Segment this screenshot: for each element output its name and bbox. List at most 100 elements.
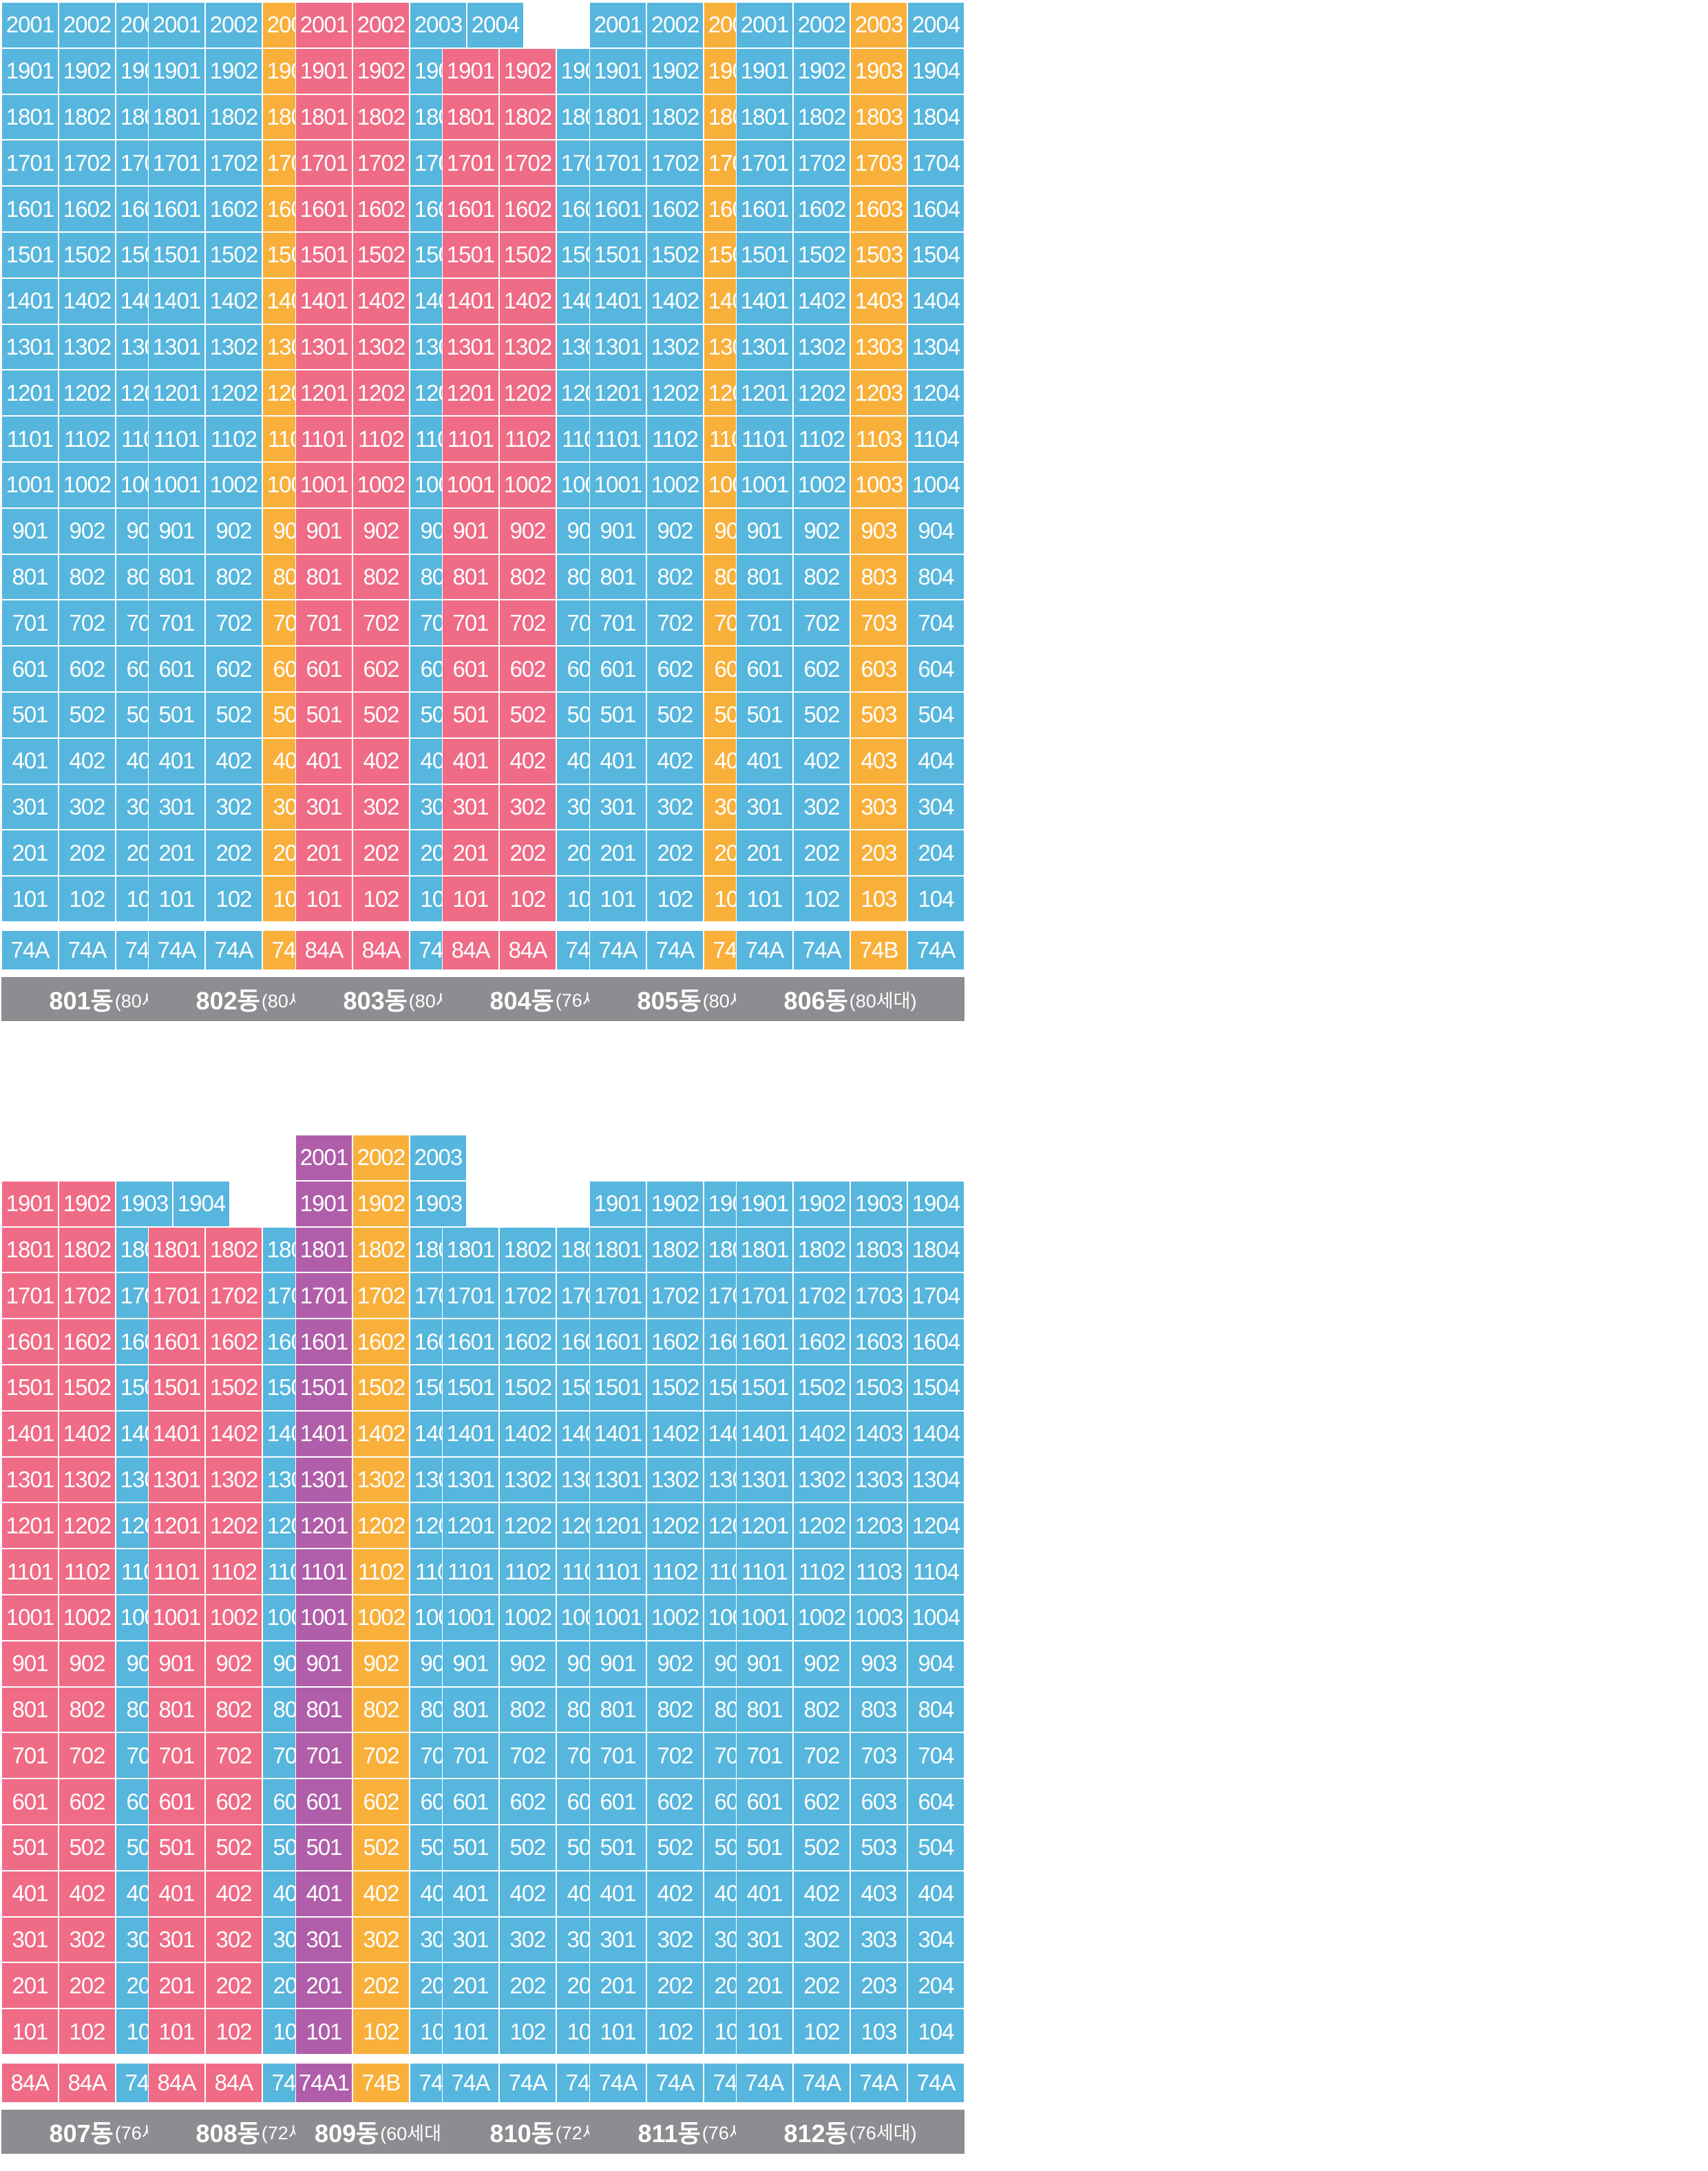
unit-cell: 701 xyxy=(589,600,646,647)
unit-type-label: 74A xyxy=(646,2062,704,2103)
unit-cell: 802 xyxy=(793,1686,850,1733)
unit-cell: 1202 xyxy=(205,370,262,417)
unit-cell: 1901 xyxy=(295,1180,352,1227)
unit-cell: 903 xyxy=(850,507,907,554)
unit-cell: 1601 xyxy=(148,1319,205,1365)
unit-cell: 601 xyxy=(1,646,59,692)
unit-cell: 1902 xyxy=(59,48,116,94)
unit-cell: 104 xyxy=(907,2009,964,2055)
building-name: 811동 xyxy=(637,2119,701,2148)
unit-cell: 1502 xyxy=(205,232,262,278)
unit-cell: 1901 xyxy=(1,48,59,94)
unit-cell: 1601 xyxy=(148,186,205,232)
unit-cell: 203 xyxy=(850,830,907,877)
unit-cell: 701 xyxy=(1,1732,59,1779)
unit-cell: 2002 xyxy=(793,2,850,48)
unit-cell: 1303 xyxy=(850,324,907,370)
unit-cell: 1701 xyxy=(1,140,59,187)
unit-cell: 1302 xyxy=(205,1456,262,1503)
unit-cell: 1101 xyxy=(295,416,352,462)
unit-cell: 404 xyxy=(907,737,964,784)
unit-cell: 202 xyxy=(205,1962,262,2009)
unit-cell: 1102 xyxy=(646,416,704,462)
unit-cell: 1602 xyxy=(499,1319,556,1365)
unit-cell: 1102 xyxy=(352,416,410,462)
unit-cell: 502 xyxy=(205,1824,262,1871)
building-label: 809동 (60세대) xyxy=(295,2110,467,2154)
unit-cell: 101 xyxy=(736,876,793,922)
unit-cell: 1802 xyxy=(793,94,850,140)
unit-cell: 1202 xyxy=(499,370,556,417)
unit-cell: 304 xyxy=(907,1916,964,1963)
unit-cell: 701 xyxy=(295,1732,352,1779)
unit-cell: 1301 xyxy=(295,324,352,370)
unit-cell: 1403 xyxy=(850,277,907,324)
unit-cell: 1101 xyxy=(1,1549,59,1595)
unit-cell: 1301 xyxy=(295,1456,352,1503)
unit-cell: 1804 xyxy=(907,1226,964,1273)
unit-cell: 1904 xyxy=(907,48,964,94)
building-name: 802동 xyxy=(196,987,260,1015)
unit-cell: 902 xyxy=(352,507,410,554)
unit-cell: 302 xyxy=(499,784,556,830)
unit-cell: 103 xyxy=(850,876,907,922)
unit-cell: 201 xyxy=(589,830,646,877)
unit-cell: 801 xyxy=(1,554,59,600)
unit-cell: 1901 xyxy=(148,48,205,94)
unit-cell: 701 xyxy=(442,1732,499,1779)
unit-cell: 701 xyxy=(148,1732,205,1779)
unit-cell: 1902 xyxy=(59,1180,116,1227)
unit-cell: 1301 xyxy=(736,324,793,370)
unit-cell: 1301 xyxy=(148,1456,205,1503)
unit-cell: 201 xyxy=(736,830,793,877)
unit-cell: 1502 xyxy=(499,1364,556,1411)
unit-cell: 602 xyxy=(59,1779,116,1825)
unit-cell: 1002 xyxy=(205,1594,262,1641)
unit-cell: 1802 xyxy=(205,1226,262,1273)
unit-cell: 1202 xyxy=(646,370,704,417)
unit-cell: 802 xyxy=(793,554,850,600)
unit-cell: 1202 xyxy=(646,1502,704,1549)
unit-cell: 1801 xyxy=(295,94,352,140)
unit-cell: 302 xyxy=(793,784,850,830)
unit-cell: 1501 xyxy=(148,1364,205,1411)
unit-cell: 1801 xyxy=(148,94,205,140)
unit-cell: 501 xyxy=(1,1824,59,1871)
unit-cell: 502 xyxy=(59,1824,116,1871)
unit-cell: 1701 xyxy=(148,140,205,187)
building-name: 812동 xyxy=(783,2119,848,2148)
unit-cell: 1002 xyxy=(59,1594,116,1641)
unit-cell: 1402 xyxy=(646,277,704,324)
unit-cell: 1101 xyxy=(1,416,59,462)
unit-type-label: 74A xyxy=(793,2062,850,2103)
unit-cell: 1301 xyxy=(589,324,646,370)
unit-cell: 501 xyxy=(736,692,793,738)
unit-cell: 1801 xyxy=(295,1226,352,1273)
unit-type-label: 74B xyxy=(352,2063,410,2103)
unit-cell: 1302 xyxy=(646,1456,704,1503)
unit-cell: 1801 xyxy=(148,1226,205,1273)
unit-cell: 202 xyxy=(205,830,262,877)
unit-cell: 202 xyxy=(646,830,704,877)
building-name: 804동 xyxy=(489,986,554,1015)
unit-cell: 1402 xyxy=(205,277,262,324)
unit-cell: 401 xyxy=(1,737,59,784)
unit-cell: 704 xyxy=(907,600,964,647)
unit-cell: 2003 xyxy=(410,1135,467,1181)
unit-cell: 1801 xyxy=(589,94,646,140)
unit-cell: 302 xyxy=(205,784,262,830)
unit-cell: 201 xyxy=(1,830,59,877)
unit-cell: 1501 xyxy=(295,232,352,278)
unit-cell: 202 xyxy=(793,1962,850,2009)
unit-cell: 501 xyxy=(736,1824,793,1871)
unit-cell: 1103 xyxy=(850,1549,907,1595)
building-name: 805동 xyxy=(637,987,702,1015)
unit-cell: 601 xyxy=(736,646,793,692)
unit-cell: 2001 xyxy=(295,2,352,48)
unit-cell: 2001 xyxy=(736,2,793,48)
unit-cell: 1401 xyxy=(736,277,793,324)
unit-cell: 1004 xyxy=(907,462,964,508)
unit-cell: 1102 xyxy=(205,1549,262,1595)
unit-cell: 2003 xyxy=(850,2,907,48)
unit-cell: 902 xyxy=(205,507,262,554)
